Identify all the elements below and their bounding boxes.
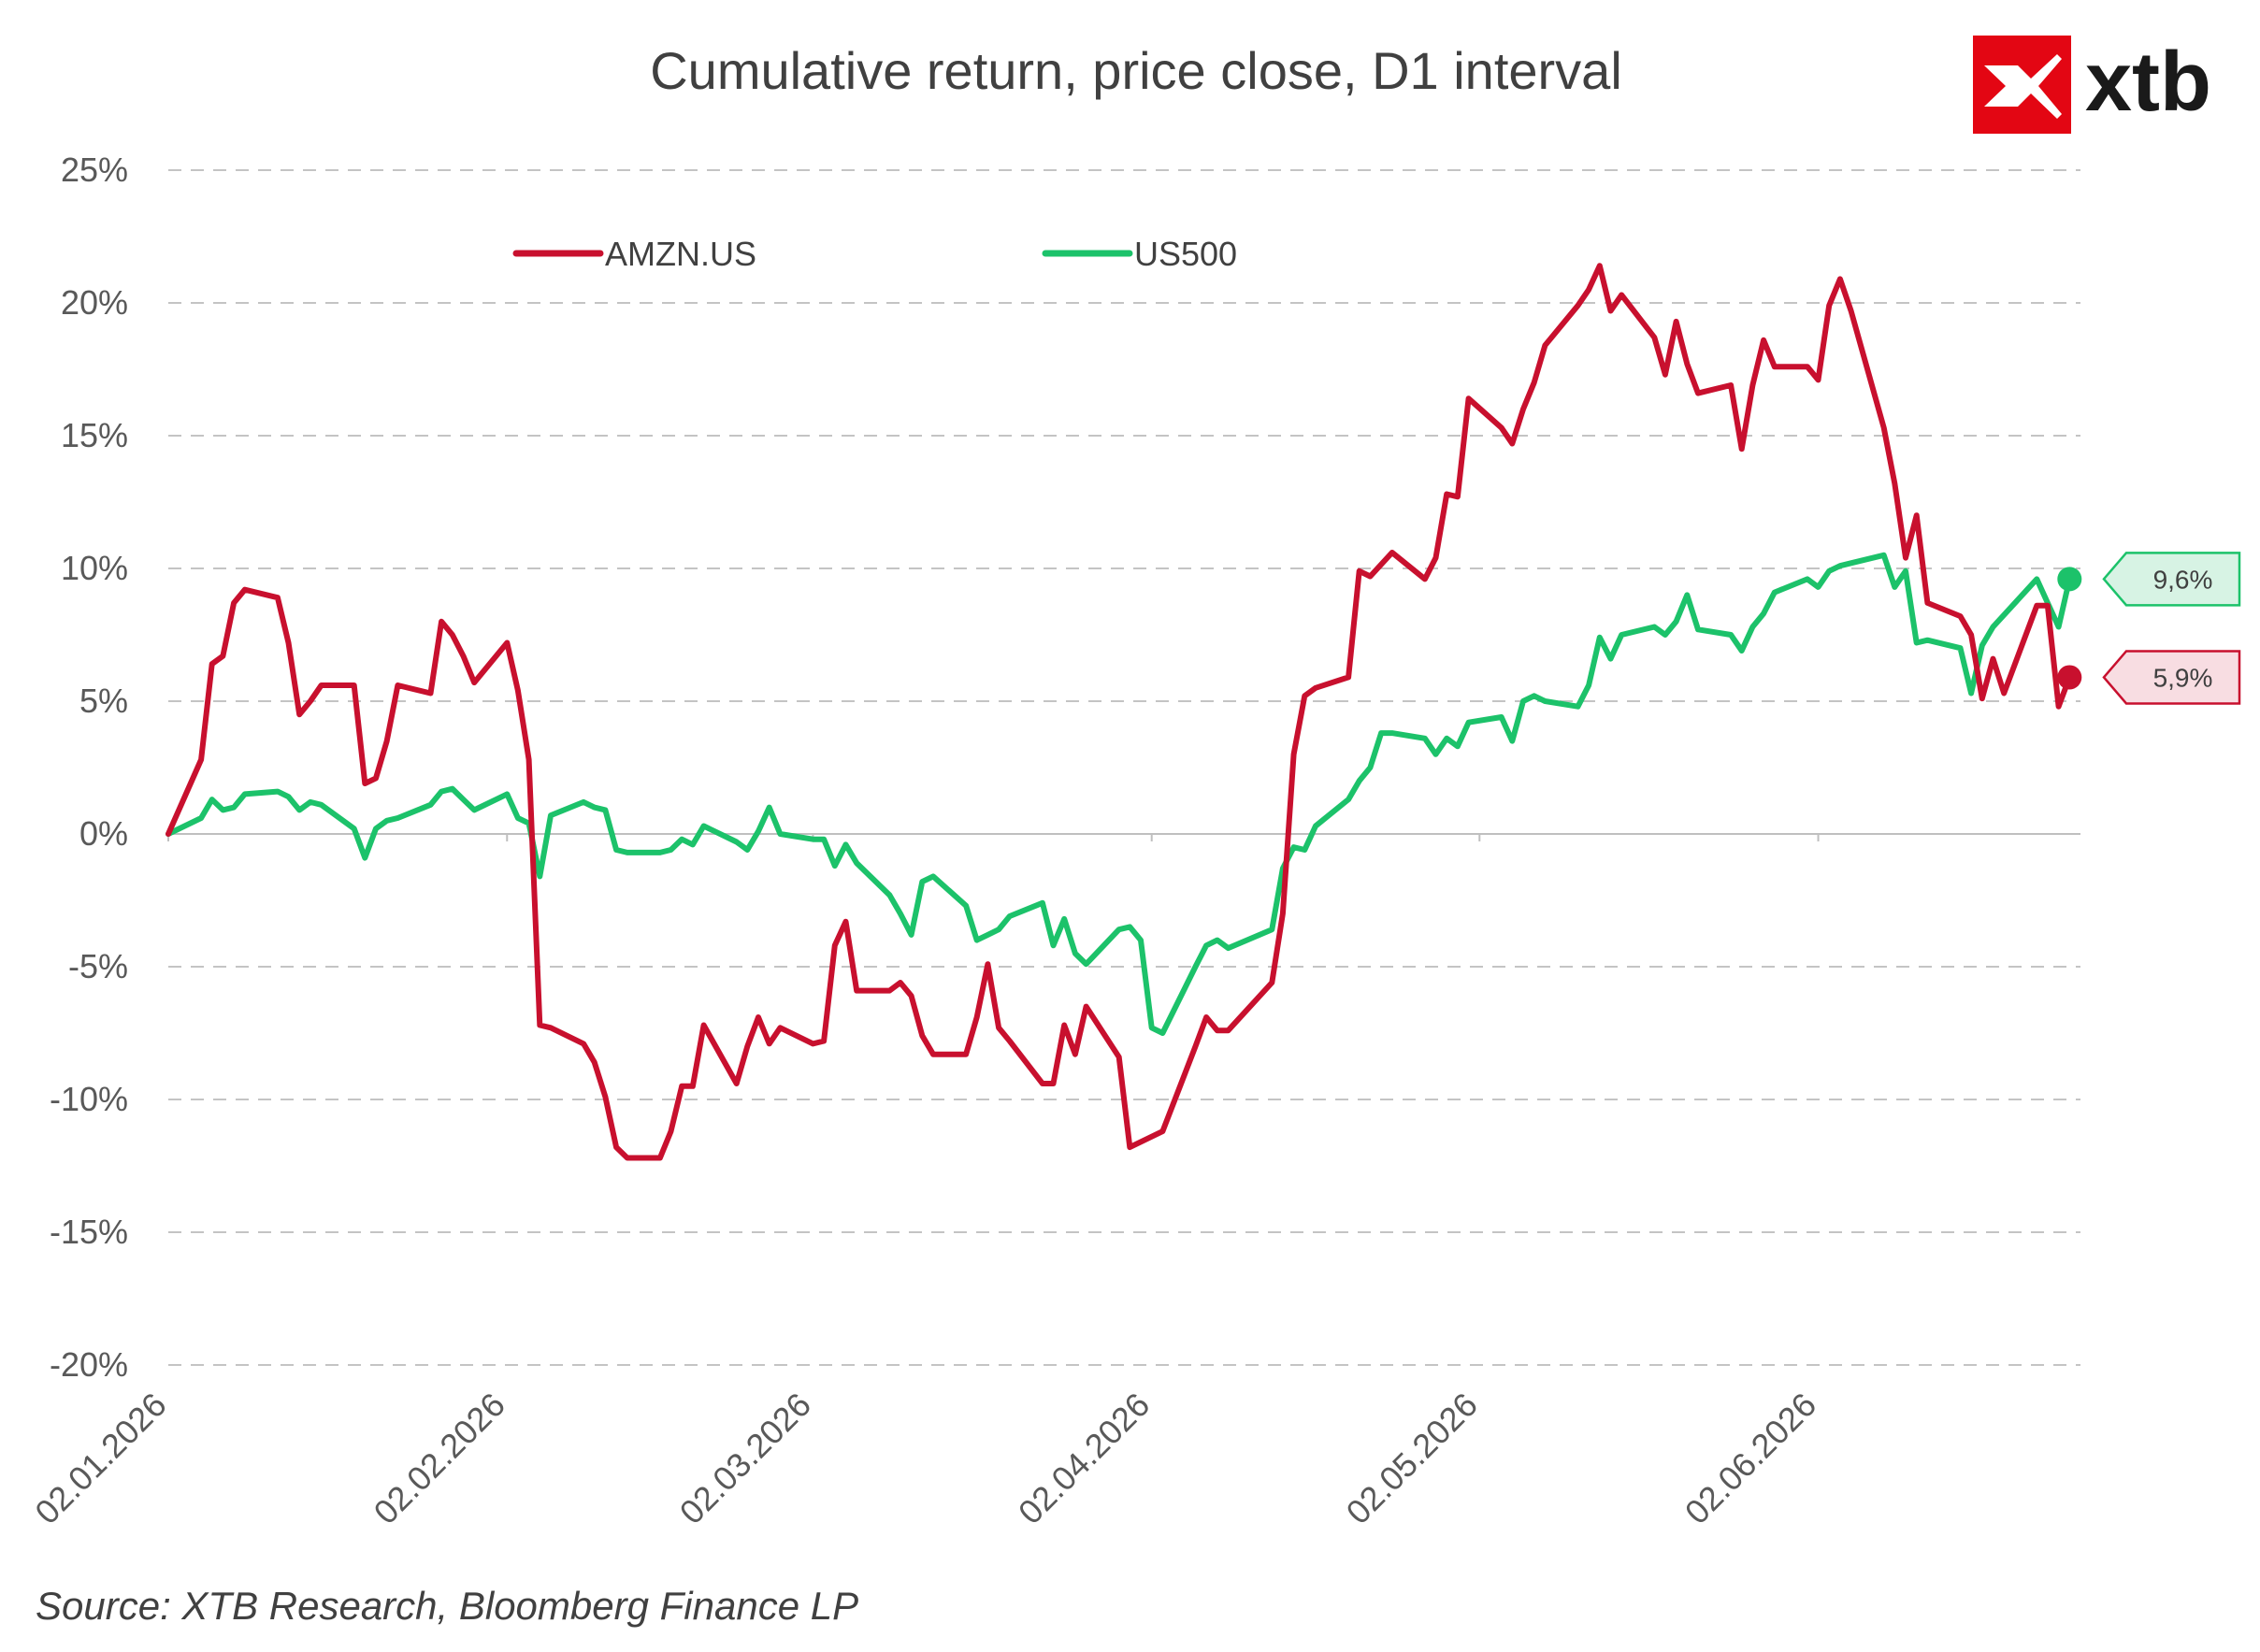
end-value-tag <box>2102 552 2241 607</box>
y-tick-label: 15% <box>61 416 128 454</box>
series-end-marker <box>2057 567 2082 592</box>
chart-title: Cumulative return, price close, D1 inter… <box>650 41 1622 100</box>
y-tick-label: 20% <box>61 283 128 322</box>
y-tick-label: 25% <box>61 151 128 189</box>
end-value-label: 5,9% <box>2153 663 2213 692</box>
y-tick-label: 5% <box>79 682 128 720</box>
y-tick-label: 0% <box>79 814 128 853</box>
end-value-label: 9,6% <box>2153 565 2213 594</box>
y-tick-label: -15% <box>50 1213 128 1251</box>
x-tick-label: 02.04.2026 <box>1011 1386 1157 1531</box>
y-tick-label: -10% <box>50 1080 128 1118</box>
y-tick-label: -5% <box>68 947 128 985</box>
series-end-marker <box>2057 665 2082 690</box>
end-value-tag <box>2102 650 2241 705</box>
y-tick-label: 10% <box>61 549 128 587</box>
legend-label: US500 <box>1134 235 1237 273</box>
legend-label: AMZN.US <box>605 235 756 273</box>
series-line-amzn-us <box>166 263 2073 1161</box>
x-tick-label: 02.05.2026 <box>1339 1386 1485 1531</box>
logo-text: xtb <box>2085 36 2211 129</box>
x-tick-label: 02.03.2026 <box>672 1386 818 1531</box>
x-tick-label: 02.06.2026 <box>1677 1386 1823 1531</box>
source-note: Source: XTB Research, Bloomberg Finance … <box>36 1584 858 1628</box>
series-line-us500 <box>166 552 2073 1036</box>
x-tick-label: 02.01.2026 <box>27 1386 173 1531</box>
x-tick-label: 02.02.2026 <box>367 1386 512 1531</box>
xtb-logo: xtb <box>1973 36 2211 134</box>
y-tick-label: -20% <box>50 1345 128 1384</box>
